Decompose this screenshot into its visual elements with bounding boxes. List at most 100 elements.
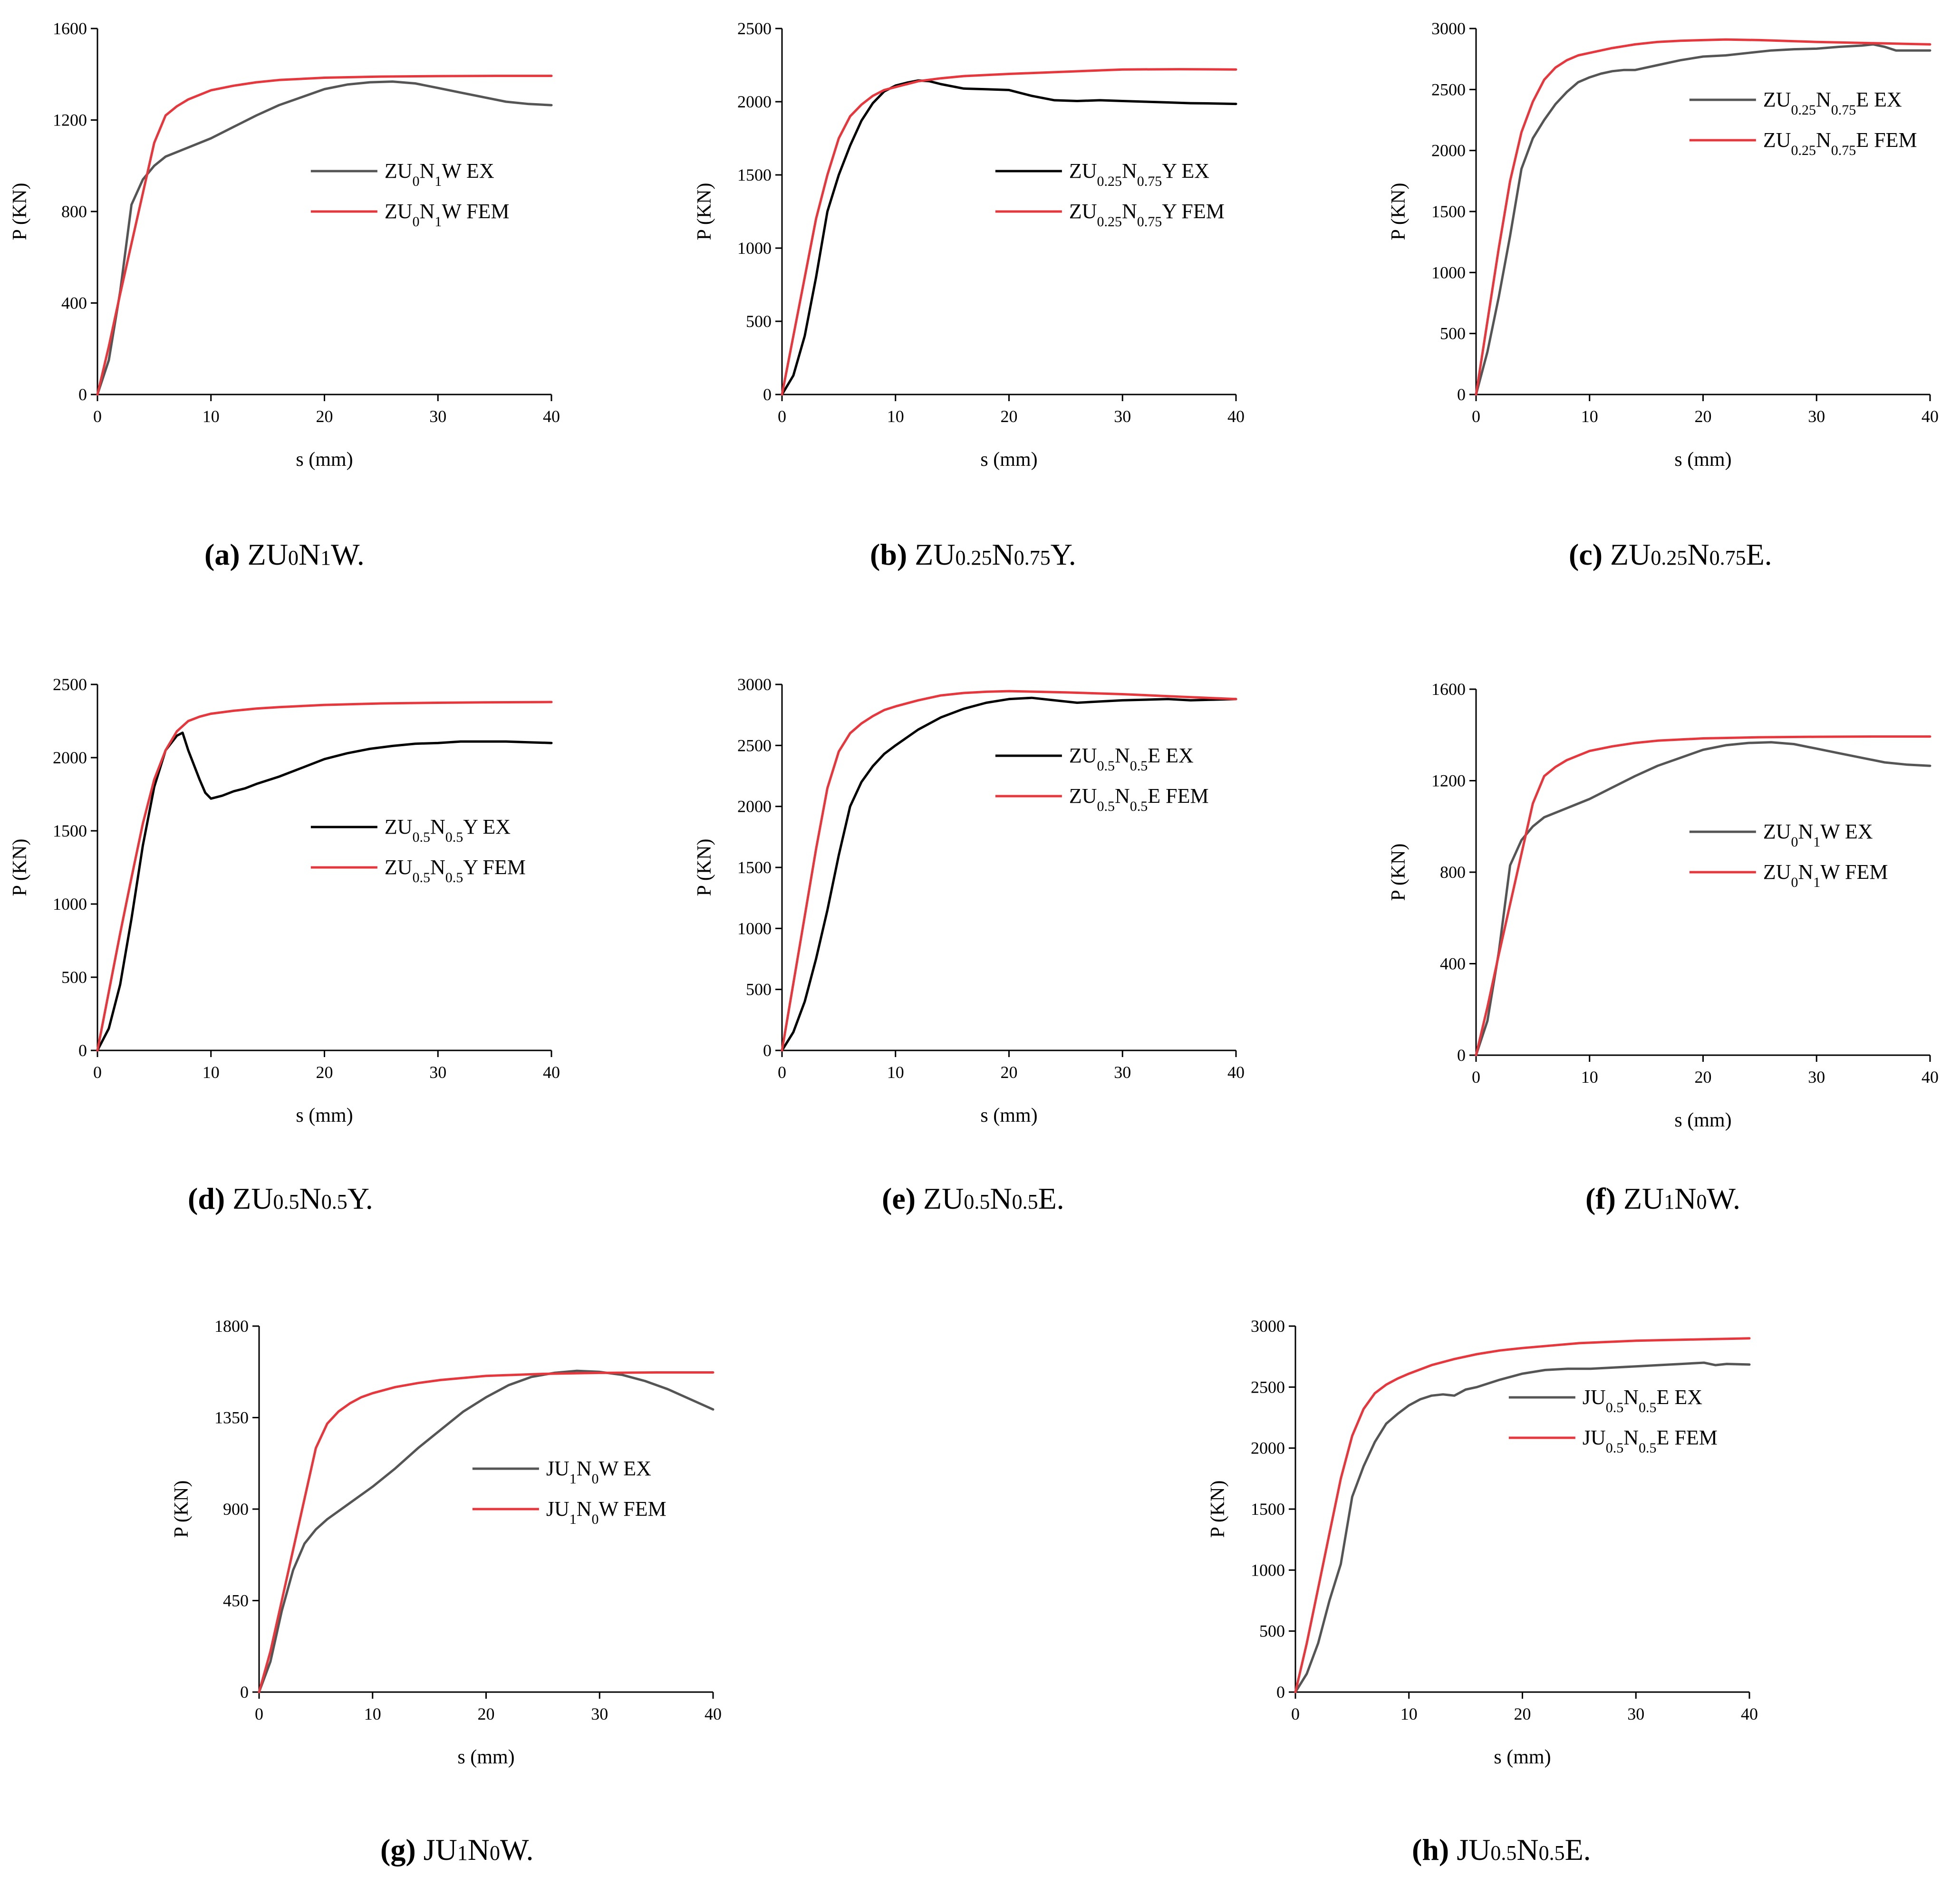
legend-label: JU1N0W FEM	[546, 1497, 666, 1527]
chart-c: 0 10 20 30 40 0 500 1000 1500 2000 2500 3000 s (mm) P…	[1388, 19, 1939, 471]
series-line-fem	[96, 701, 553, 1052]
caption-letter: (c)	[1569, 538, 1603, 571]
series-line-ex	[96, 80, 553, 396]
y-tick-label: 1600	[53, 19, 87, 38]
x-tick-label: 10	[1581, 1068, 1598, 1087]
x-axis-title: s (mm)	[1674, 449, 1731, 471]
y-tick-label: 500	[746, 980, 772, 999]
x-axis-title: s (mm)	[980, 449, 1037, 471]
chart-panel-d: 0 10 20 30 40 0 500 1000 1500 2000 2500 s (mm) P (KN…	[0, 656, 618, 1155]
chart-h: 0 10 20 30 40 0 500 1000 1500 2000 2500 3000 s (mm) P…	[1207, 1317, 1758, 1768]
series-line-fem	[781, 690, 1237, 1052]
y-tick-label: 0	[763, 385, 772, 404]
x-tick-label: 20	[1514, 1704, 1531, 1723]
y-tick-label: 1500	[1431, 202, 1466, 221]
chart-panel-f: 0 10 20 30 40 0 400 800 1200 1600 s (mm) P (KN) ZU0N…	[1379, 661, 1959, 1160]
x-tick-label: 0	[93, 1063, 102, 1082]
x-tick-label: 40	[705, 1704, 722, 1723]
x-axis-title: s (mm)	[1494, 1746, 1551, 1768]
y-tick-label: 0	[1276, 1683, 1285, 1702]
x-tick-label: 20	[316, 407, 333, 426]
legend-label: ZU0.5N0.5Y EX	[385, 815, 511, 845]
legend-label: ZU0.5N0.5E FEM	[1069, 784, 1209, 814]
chart-panel-c: 0 10 20 30 40 0 500 1000 1500 2000 2500 3000 s (mm) P…	[1379, 0, 1959, 499]
y-tick-label: 1500	[1251, 1500, 1285, 1519]
legend-label: ZU0.25N0.75E FEM	[1763, 128, 1917, 158]
y-axis-title: P (KN)	[1388, 844, 1410, 901]
caption-letter: (d)	[188, 1182, 225, 1215]
legend-label: ZU0N1W FEM	[1763, 860, 1888, 890]
y-tick-label: 2500	[1431, 80, 1466, 99]
y-tick-label: 0	[78, 1041, 87, 1060]
series-line-ex	[781, 79, 1237, 396]
x-tick-label: 0	[255, 1704, 263, 1723]
chart-d: 0 10 20 30 40 0 500 1000 1500 2000 2500 s (mm) P (KN…	[9, 675, 560, 1126]
y-tick-label: 3000	[1251, 1317, 1285, 1336]
y-tick-label: 500	[746, 312, 772, 331]
x-tick-label: 10	[1581, 407, 1598, 426]
legend-label: ZU0.25N0.75Y EX	[1069, 159, 1209, 189]
y-tick-label: 1500	[737, 165, 772, 184]
caption-letter: (b)	[870, 538, 908, 571]
chart-g: 0 10 20 30 40 0 450 900 1350 1800 s (mm) P (KN) JU1N…	[171, 1317, 722, 1768]
y-axis-title: P (KN)	[1207, 1481, 1229, 1538]
series-line-fem	[1294, 1337, 1751, 1694]
series-line-ex	[1294, 1361, 1751, 1694]
x-tick-label: 20	[1695, 1068, 1712, 1087]
y-axis-title: P (KN)	[9, 839, 31, 896]
x-tick-label: 20	[1695, 407, 1712, 426]
legend-label: ZU0N1W EX	[385, 159, 494, 189]
y-tick-label: 400	[1440, 954, 1466, 973]
series-line-ex	[1475, 43, 1931, 396]
x-axis-title: s (mm)	[296, 1105, 353, 1126]
y-tick-label: 800	[61, 202, 87, 221]
y-tick-label: 2000	[53, 748, 87, 767]
y-tick-label: 1600	[1431, 680, 1466, 699]
y-tick-label: 0	[1457, 1046, 1466, 1065]
legend-label: ZU0.5N0.5Y FEM	[385, 856, 526, 885]
series-line-fem	[1475, 38, 1931, 396]
y-axis-title: P (KN)	[1388, 183, 1410, 241]
y-tick-label: 2000	[737, 797, 772, 816]
series-line-ex	[781, 696, 1237, 1052]
x-tick-label: 0	[1291, 1704, 1300, 1723]
series-line-fem	[258, 1371, 714, 1694]
y-tick-label: 3000	[737, 675, 772, 694]
y-tick-label: 0	[240, 1683, 249, 1702]
x-tick-label: 0	[778, 407, 786, 426]
y-tick-label: 2000	[1431, 141, 1466, 160]
x-tick-label: 0	[1472, 407, 1480, 426]
y-tick-label: 400	[61, 294, 87, 313]
chart-b: 0 10 20 30 40 0 500 1000 1500 2000 2500 s (mm) P (KN…	[694, 19, 1245, 471]
x-tick-label: 0	[778, 1063, 786, 1082]
series-line-fem	[781, 68, 1237, 396]
chart-panel-h: 0 10 20 30 40 0 500 1000 1500 2000 2500 3000 s (mm) P…	[1198, 1298, 1816, 1797]
x-tick-label: 0	[1472, 1068, 1480, 1087]
legend-label: ZU0N1W EX	[1763, 820, 1873, 850]
x-axis-title: s (mm)	[296, 449, 353, 471]
y-tick-label: 2500	[737, 736, 772, 755]
x-tick-label: 30	[429, 1063, 446, 1082]
legend-label: JU0.5N0.5E FEM	[1583, 1426, 1718, 1456]
caption-letter: (a)	[204, 538, 240, 571]
y-axis-title: P (KN)	[694, 183, 715, 241]
x-tick-label: 40	[1921, 407, 1939, 426]
y-axis-title: P (KN)	[694, 839, 715, 896]
chart-panel-b: 0 10 20 30 40 0 500 1000 1500 2000 2500 s (mm) P (KN…	[685, 0, 1303, 499]
y-tick-label: 500	[61, 968, 87, 987]
legend-label: ZU0.25N0.75E EX	[1763, 88, 1902, 118]
caption-letter: (f)	[1585, 1182, 1616, 1215]
x-tick-label: 10	[887, 1063, 904, 1082]
legend-label: JU1N0W EX	[546, 1457, 651, 1487]
x-tick-label: 40	[543, 407, 560, 426]
chart-panel-g: 0 10 20 30 40 0 450 900 1350 1800 s (mm) P (KN) JU1N…	[162, 1298, 780, 1797]
x-tick-label: 30	[1627, 1704, 1644, 1723]
y-tick-label: 0	[1457, 385, 1466, 404]
legend-label: ZU0.25N0.75Y FEM	[1069, 200, 1225, 230]
y-tick-label: 1500	[53, 821, 87, 840]
legend-label: ZU0N1W FEM	[385, 200, 510, 230]
y-tick-label: 2000	[1251, 1439, 1285, 1458]
y-tick-label: 2500	[1251, 1377, 1285, 1396]
